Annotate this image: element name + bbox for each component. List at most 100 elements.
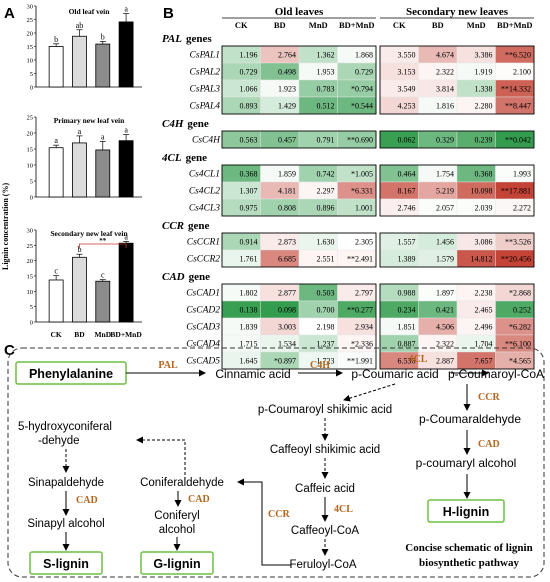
y-tick-label: 10	[27, 289, 34, 296]
heat-cell-value: 3.549	[398, 85, 416, 94]
column-header: CK	[393, 20, 406, 30]
heat-cell-value: 3.003	[278, 323, 296, 332]
heat-cell-value: 1.723	[317, 357, 335, 366]
section-suffix: gene	[186, 152, 208, 164]
heat-cell-value: 1.066	[240, 85, 258, 94]
heat-cell-value: 1.715	[240, 340, 258, 349]
heat-cell-value: 2.797	[355, 289, 373, 298]
heat-cell-value: 1.534	[278, 340, 296, 349]
gene-name: Cs4CL1	[189, 170, 220, 180]
heat-cell-value: **6.100	[505, 340, 531, 349]
y-tick-label: 0	[30, 195, 33, 202]
pathway-title-line1: Concise schematic of lignin	[405, 542, 532, 554]
heat-cell-value: 0.498	[278, 68, 296, 77]
g-lignin-label: G-lignin	[153, 557, 200, 571]
heat-cell-value: 2.039	[475, 204, 493, 213]
panel-label-a: A	[4, 5, 15, 22]
bar	[48, 147, 64, 198]
heat-cell-value: 10.098	[471, 187, 493, 196]
significance-letter: b	[77, 245, 81, 254]
heat-cell-value: **20.456	[501, 255, 531, 264]
section-title: CAD	[162, 271, 185, 283]
section-frame	[221, 164, 377, 217]
section-title: 4CL	[161, 152, 182, 164]
h-lignin-box	[427, 499, 505, 523]
group-title-old: Old leaves	[275, 6, 324, 18]
significance-letter: a	[78, 127, 82, 136]
y-tick-label: 15	[27, 274, 34, 281]
heat-cell-value: 6.536	[398, 357, 416, 366]
heat-cell-value: 1.557	[398, 238, 416, 247]
enzyme-pal: PAL	[158, 360, 178, 371]
heat-cell-value: 0.729	[355, 68, 373, 77]
significance-letter: a	[54, 136, 58, 145]
heat-cell-value: 0.368	[240, 170, 258, 179]
heat-cell-value: *0.544	[351, 102, 373, 111]
heat-cell-value: *6.282	[509, 323, 531, 332]
panel-label-c: C	[4, 342, 15, 359]
bar	[72, 35, 87, 88]
x-category-label: BD+MnD	[110, 330, 142, 339]
enzyme-4cl-top: 4CL	[409, 354, 428, 365]
sinapaldehyde: Sinapaldehyde	[28, 477, 104, 489]
y-tick-label: 25	[27, 17, 34, 24]
heat-cell-value: 1.630	[317, 238, 335, 247]
bar	[118, 242, 134, 323]
y-tick-label: 25	[27, 115, 34, 122]
heat-cell-value: 1.645	[240, 357, 258, 366]
y-tick-label: 20	[27, 258, 34, 265]
y-tick-label: 5	[30, 304, 33, 311]
gene-name: CsC4H	[192, 136, 221, 146]
heat-cell-value: 0.887	[398, 340, 416, 349]
heat-cell-value: 2.551	[317, 255, 335, 264]
heat-cell-value: 2.764	[278, 51, 296, 60]
enzyme-ccr-right: CCR	[478, 392, 500, 403]
section-title: C4H	[162, 118, 184, 130]
enzyme-4cl-mid: 4CL	[334, 504, 353, 515]
heat-cell-value: 0.098	[278, 306, 296, 315]
heat-cell-value: 2.272	[513, 204, 531, 213]
heat-cell-value: 1.237	[317, 340, 335, 349]
heat-cell-value: 2.934	[355, 323, 373, 332]
chart-title: Primary new leaf vein	[54, 116, 125, 125]
heat-cell-value: 1.196	[240, 51, 258, 60]
heat-cell-value: 0.563	[240, 136, 258, 145]
heat-cell-value: 0.512	[317, 102, 335, 111]
heat-cell-value: 2.322	[436, 340, 454, 349]
section-frame	[379, 130, 535, 149]
heat-cell-value: **6.520	[505, 51, 531, 60]
column-header: MnD	[467, 20, 486, 30]
heat-cell-value: **14.332	[501, 85, 531, 94]
section-frame	[379, 232, 535, 268]
heat-cell-value: 4.181	[278, 187, 296, 196]
heat-cell-value: 0.252	[513, 306, 531, 315]
heat-cell-value: 1.993	[513, 170, 531, 179]
heat-cell-value: 3.086	[475, 238, 493, 247]
section-suffix: gene	[188, 220, 210, 232]
y-tick-label: 5	[30, 71, 33, 78]
bar	[72, 142, 87, 198]
gene-name: CsPAL2	[190, 68, 221, 78]
heat-cell-value: 2.465	[475, 306, 493, 315]
gene-name: CsCAD5	[186, 357, 220, 367]
g-lignin-box	[140, 551, 214, 575]
bar	[95, 149, 111, 198]
panel-c-pathway: Phenylalanine PAL Cinnamic acid C4H p-Co…	[7, 347, 545, 578]
significance-letter: b	[101, 32, 105, 41]
enzyme-cad-g: CAD	[188, 494, 210, 505]
bar	[72, 256, 87, 323]
heat-cell-value: 0.234	[398, 306, 416, 315]
enzyme-cad-s: CAD	[76, 495, 98, 506]
feruloyl-coa: Feruloyl-CoA	[289, 559, 356, 571]
heat-cell-value: **1.991	[347, 357, 373, 366]
x-category-label: BD	[74, 330, 85, 339]
heat-cell-value: 2.305	[355, 238, 373, 247]
chart-title: Secondary new leaf vein	[50, 229, 128, 238]
significance-letter: b	[54, 35, 58, 44]
panel-a-ylabel: Lignin concentration (%)	[1, 183, 10, 270]
heat-cell-value: 2.100	[513, 68, 531, 77]
heat-cell-value: 2.887	[436, 357, 454, 366]
gene-name: CsCAD3	[186, 323, 220, 333]
